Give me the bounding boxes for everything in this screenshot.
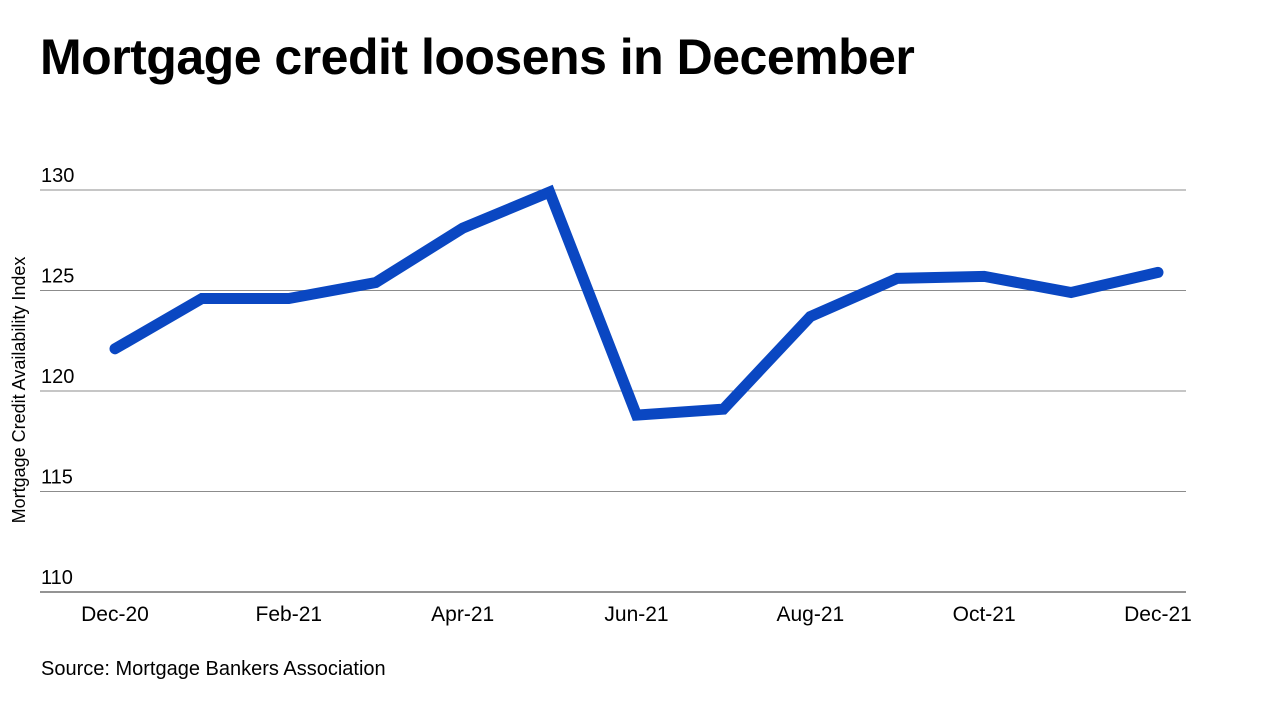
x-axis-tick-labels: Dec-20 Feb-21 Apr-21 Jun-21 Aug-21 Oct-21 Dec-… (81, 603, 1192, 626)
x-tick-label: Dec-21 (1124, 603, 1192, 626)
y-tick-label: 115 (41, 467, 73, 489)
y-tick-label: 125 (41, 266, 74, 288)
chart-title: Mortgage credit loosens in December (40, 29, 915, 85)
x-tick-label: Dec-20 (81, 603, 149, 626)
series-layer (109, 184, 1164, 421)
y-tick-label: 120 (41, 366, 74, 388)
x-tick-label: Jun-21 (604, 603, 668, 626)
source-note: Source: Mortgage Bankers Association (41, 658, 386, 680)
y-axis-tick-labels: 110 115 120 125 130 (41, 165, 74, 589)
y-axis-label: Mortgage Credit Availability Index (9, 257, 29, 524)
gridlines (40, 189, 1186, 593)
y-tick-label: 110 (41, 567, 73, 589)
y-tick-label: 130 (41, 165, 74, 187)
x-tick-label: Aug-21 (776, 603, 844, 626)
x-tick-label: Oct-21 (953, 603, 1016, 626)
series-line-0 (109, 184, 1164, 421)
x-tick-label: Apr-21 (431, 603, 494, 626)
x-tick-label: Feb-21 (256, 603, 323, 626)
